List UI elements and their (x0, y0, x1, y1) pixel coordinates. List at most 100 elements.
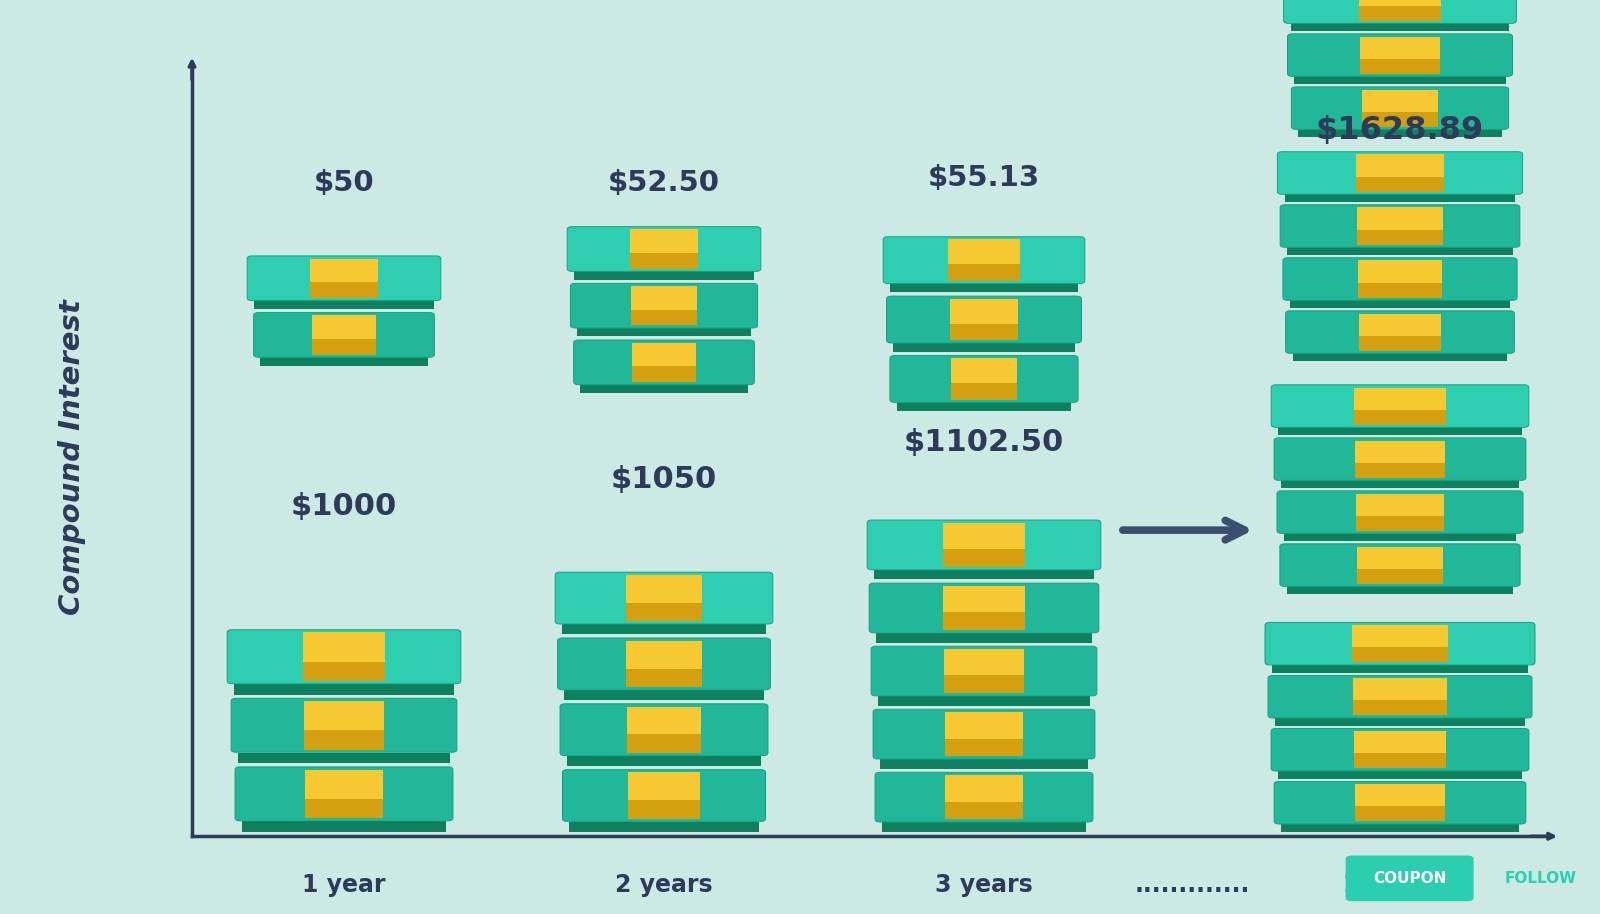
FancyBboxPatch shape (950, 323, 1018, 340)
FancyBboxPatch shape (579, 381, 749, 385)
FancyBboxPatch shape (946, 775, 1022, 802)
Text: $1102.50: $1102.50 (904, 428, 1064, 457)
FancyBboxPatch shape (1283, 191, 1517, 194)
FancyBboxPatch shape (630, 286, 698, 310)
FancyBboxPatch shape (627, 733, 701, 753)
FancyBboxPatch shape (242, 821, 446, 832)
FancyBboxPatch shape (626, 601, 702, 622)
FancyBboxPatch shape (306, 798, 382, 818)
FancyBboxPatch shape (235, 767, 453, 821)
FancyBboxPatch shape (1270, 662, 1530, 664)
FancyBboxPatch shape (878, 756, 1090, 759)
FancyBboxPatch shape (565, 689, 763, 700)
FancyBboxPatch shape (1270, 728, 1530, 771)
FancyBboxPatch shape (1355, 784, 1445, 806)
FancyBboxPatch shape (1290, 20, 1510, 23)
FancyBboxPatch shape (259, 354, 429, 357)
FancyBboxPatch shape (1358, 5, 1442, 21)
FancyBboxPatch shape (1357, 207, 1443, 229)
FancyBboxPatch shape (1354, 388, 1446, 409)
FancyBboxPatch shape (1286, 583, 1514, 586)
FancyBboxPatch shape (1355, 441, 1445, 462)
FancyBboxPatch shape (944, 586, 1024, 612)
FancyBboxPatch shape (630, 309, 698, 325)
Text: .............: ............. (1134, 873, 1250, 897)
FancyBboxPatch shape (571, 283, 757, 328)
FancyBboxPatch shape (1282, 824, 1518, 832)
FancyBboxPatch shape (949, 239, 1019, 264)
FancyBboxPatch shape (1291, 23, 1509, 31)
FancyBboxPatch shape (874, 569, 1094, 579)
FancyBboxPatch shape (886, 296, 1082, 343)
FancyBboxPatch shape (893, 343, 1075, 352)
FancyBboxPatch shape (896, 399, 1072, 402)
FancyBboxPatch shape (1352, 625, 1448, 647)
FancyBboxPatch shape (944, 675, 1024, 693)
FancyBboxPatch shape (1286, 311, 1514, 354)
FancyBboxPatch shape (566, 752, 762, 756)
FancyBboxPatch shape (627, 667, 701, 687)
FancyBboxPatch shape (302, 661, 386, 681)
FancyBboxPatch shape (310, 259, 378, 282)
FancyBboxPatch shape (304, 729, 384, 749)
FancyBboxPatch shape (560, 704, 768, 756)
FancyBboxPatch shape (1352, 647, 1448, 663)
FancyBboxPatch shape (880, 759, 1088, 769)
FancyBboxPatch shape (581, 384, 747, 393)
FancyBboxPatch shape (630, 252, 698, 269)
FancyBboxPatch shape (1346, 856, 1474, 901)
FancyBboxPatch shape (562, 623, 766, 634)
FancyBboxPatch shape (1357, 515, 1443, 531)
FancyBboxPatch shape (1357, 569, 1443, 584)
FancyBboxPatch shape (1357, 154, 1443, 176)
FancyBboxPatch shape (312, 315, 376, 339)
FancyBboxPatch shape (893, 340, 1075, 343)
FancyBboxPatch shape (1294, 76, 1506, 84)
FancyBboxPatch shape (950, 299, 1018, 324)
FancyBboxPatch shape (875, 630, 1093, 632)
FancyBboxPatch shape (1354, 409, 1446, 425)
FancyBboxPatch shape (310, 282, 378, 298)
FancyBboxPatch shape (1354, 753, 1446, 769)
FancyBboxPatch shape (1357, 229, 1443, 245)
Text: 10 years: 10 years (1342, 873, 1458, 897)
FancyBboxPatch shape (568, 818, 760, 822)
FancyBboxPatch shape (944, 738, 1024, 756)
FancyBboxPatch shape (242, 817, 446, 821)
FancyBboxPatch shape (950, 382, 1018, 399)
FancyBboxPatch shape (1286, 586, 1514, 594)
FancyBboxPatch shape (227, 630, 461, 684)
FancyBboxPatch shape (946, 801, 1022, 819)
FancyBboxPatch shape (942, 523, 1026, 549)
FancyBboxPatch shape (237, 749, 451, 752)
FancyBboxPatch shape (1360, 335, 1440, 351)
Text: 1 year: 1 year (302, 873, 386, 897)
FancyBboxPatch shape (1360, 37, 1440, 58)
FancyBboxPatch shape (1354, 731, 1446, 753)
FancyBboxPatch shape (1355, 462, 1445, 478)
FancyBboxPatch shape (627, 641, 701, 668)
FancyBboxPatch shape (1272, 664, 1528, 673)
FancyBboxPatch shape (1286, 244, 1514, 247)
Text: $1000: $1000 (291, 492, 397, 521)
FancyBboxPatch shape (1280, 544, 1520, 587)
FancyBboxPatch shape (1358, 260, 1442, 282)
FancyBboxPatch shape (574, 271, 754, 280)
FancyBboxPatch shape (630, 229, 698, 253)
FancyBboxPatch shape (1362, 112, 1438, 127)
FancyBboxPatch shape (869, 583, 1099, 632)
FancyBboxPatch shape (563, 770, 765, 822)
FancyBboxPatch shape (563, 686, 765, 690)
FancyBboxPatch shape (1357, 494, 1443, 515)
FancyBboxPatch shape (1277, 491, 1523, 534)
FancyBboxPatch shape (312, 338, 376, 355)
FancyBboxPatch shape (566, 755, 762, 766)
FancyBboxPatch shape (944, 611, 1024, 630)
FancyBboxPatch shape (877, 632, 1091, 643)
FancyBboxPatch shape (867, 520, 1101, 569)
Text: $50: $50 (314, 168, 374, 197)
FancyBboxPatch shape (573, 268, 755, 271)
FancyBboxPatch shape (896, 402, 1072, 411)
FancyBboxPatch shape (1354, 700, 1446, 716)
FancyBboxPatch shape (1274, 715, 1526, 717)
